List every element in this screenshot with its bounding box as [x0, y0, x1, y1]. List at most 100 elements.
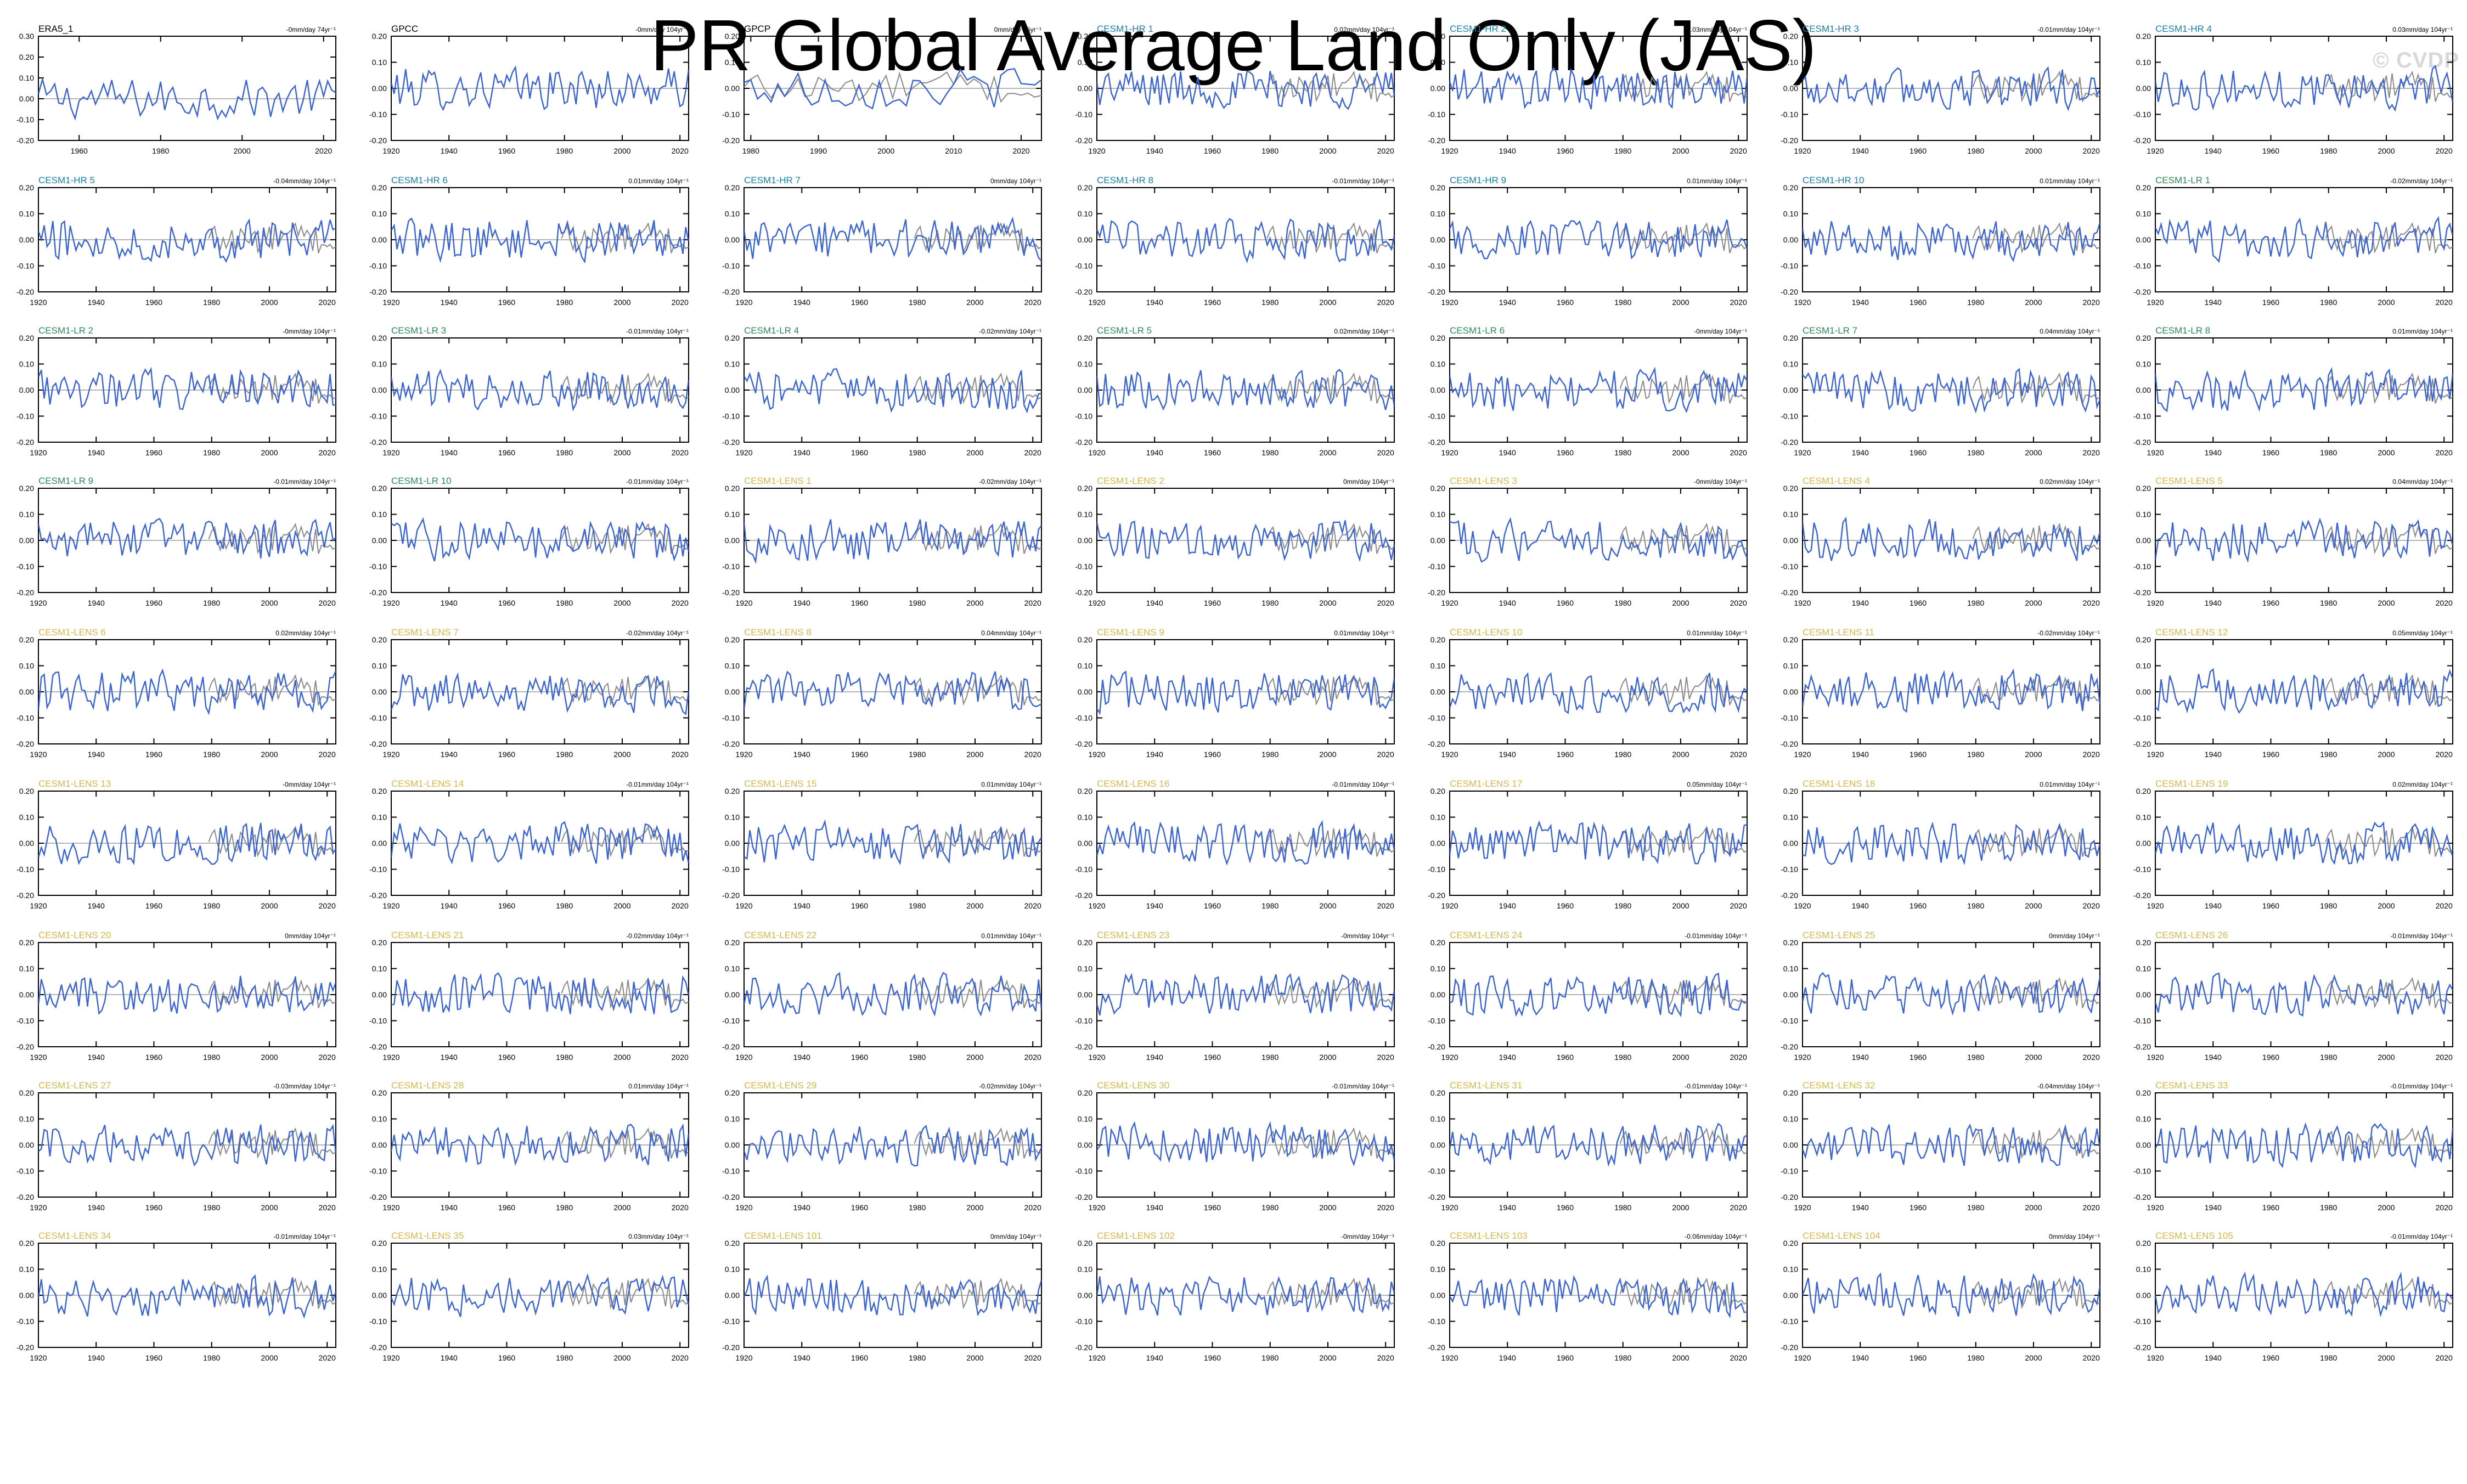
x-tick-label: 2020	[1024, 448, 1041, 457]
trend-label: 0mm/day 104yr⁻¹	[2049, 932, 2100, 940]
x-tick-label: 2000	[1319, 750, 1336, 759]
x-tick-label: 1960	[1204, 146, 1221, 155]
panel-label: CESM1-LENS 7	[391, 627, 459, 637]
y-tick-label: 0.20	[372, 938, 387, 947]
y-tick-label: 0.10	[1430, 210, 1445, 218]
x-tick-label: 2020	[672, 448, 689, 457]
panel-3: GPCP 0mm/day 45yr⁻¹ 0.20 0.10 0.00 -0.10 -0.20…	[722, 24, 1042, 155]
y-tick-label: 0.10	[2136, 1265, 2151, 1274]
model-series-line	[38, 1274, 336, 1319]
y-tick-label: 0.20	[2136, 635, 2151, 644]
y-tick-label: 0.00	[19, 536, 34, 545]
trend-label: 0.01mm/day 104yr⁻¹	[1334, 629, 1394, 637]
x-tick-label: 1940	[88, 298, 105, 307]
y-tick-label: 0.00	[1078, 990, 1092, 999]
x-tick-label: 1940	[2205, 146, 2222, 155]
y-tick-label: 0.10	[1430, 58, 1445, 67]
y-tick-label: -0.10	[16, 412, 34, 421]
x-tick-label: 1960	[1910, 1203, 1927, 1212]
trend-label: -0.01mm/day 104yr⁻¹	[273, 1233, 336, 1240]
model-series-line	[391, 972, 689, 1014]
x-tick-label: 1920	[30, 750, 47, 759]
x-tick-label: 2000	[2378, 298, 2395, 307]
y-tick-label: 0.00	[725, 839, 740, 848]
y-tick-label: -0.20	[16, 588, 34, 597]
obs-series-line	[914, 222, 1041, 254]
x-tick-label: 2020	[1730, 1053, 1747, 1062]
x-tick-label: 1920	[2147, 298, 2164, 307]
x-tick-label: 1940	[88, 901, 105, 910]
y-tick-label: 0.20	[1430, 938, 1445, 947]
model-series-line	[38, 218, 336, 263]
trend-label: -0.04mm/day 104yr⁻¹	[273, 177, 336, 185]
x-tick-label: 1920	[30, 1203, 47, 1212]
obs-series-line	[561, 372, 689, 404]
x-tick-label: 1920	[735, 1353, 752, 1362]
x-tick-label: 1920	[735, 599, 752, 607]
x-tick-label: 2000	[1319, 599, 1336, 607]
x-tick-label: 1920	[1088, 750, 1105, 759]
x-tick-label: 2000	[1319, 1203, 1336, 1212]
panel-25: CESM1-LENS 2 0mm/day 104yr⁻¹ 0.20 0.10 0.00 -…	[1075, 476, 1395, 607]
y-tick-label: 0.00	[2136, 235, 2151, 244]
y-tick-label: 0.20	[1078, 1239, 1092, 1248]
x-tick-label: 2020	[1377, 298, 1394, 307]
y-tick-label: -0.20	[16, 136, 34, 145]
x-tick-label: 1980	[1614, 298, 1631, 307]
y-tick-label: -0.10	[722, 110, 740, 119]
y-tick-label: -0.10	[16, 562, 34, 571]
x-tick-label: 2000	[1319, 901, 1336, 910]
panel-label: CESM1-LENS 27	[38, 1080, 111, 1091]
panel-40: CESM1-LENS 17 0.05mm/day 104yr⁻¹ 0.20 0.10 0…	[1428, 778, 1748, 910]
x-tick-label: 2000	[1672, 901, 1689, 910]
y-tick-label: 0.20	[372, 1088, 387, 1097]
x-tick-label: 1960	[145, 298, 162, 307]
y-tick-label: 0.00	[19, 235, 34, 244]
x-tick-label: 1940	[2205, 750, 2222, 759]
x-tick-label: 2000	[613, 1353, 630, 1362]
y-tick-label: 0.00	[1430, 536, 1445, 545]
y-tick-label: -0.20	[369, 588, 387, 597]
x-tick-label: 1960	[145, 448, 162, 457]
x-tick-label: 1940	[1146, 146, 1163, 155]
y-tick-label: 0.00	[1783, 990, 1798, 999]
y-tick-label: 0.20	[19, 183, 34, 192]
x-tick-label: 1920	[1441, 1053, 1458, 1062]
panel-label: CESM1-LENS 23	[1097, 930, 1169, 940]
panel-59: CESM1-LENS 101 0mm/day 104yr⁻¹ 0.20 0.10 0.0…	[722, 1231, 1042, 1362]
x-tick-label: 1980	[1614, 146, 1631, 155]
y-tick-label: -0.10	[722, 1317, 740, 1326]
panel-27: CESM1-LENS 4 0.02mm/day 104yr⁻¹ 0.20 0.10 0.…	[1781, 476, 2100, 607]
x-tick-label: 2000	[966, 901, 983, 910]
y-tick-label: -0.10	[1075, 412, 1092, 421]
y-tick-label: 0.20	[2136, 1088, 2151, 1097]
y-tick-label: -0.10	[722, 262, 740, 270]
y-tick-label: 0.10	[372, 210, 387, 218]
panel-1: ERA5_1 -0mm/day 74yr⁻¹ 0.30 0.20 0.10 0.00 -0.…	[16, 24, 336, 155]
x-tick-label: 2000	[261, 1053, 278, 1062]
x-tick-label: 2020	[672, 750, 689, 759]
x-tick-label: 1960	[498, 448, 515, 457]
y-tick-label: 0.10	[1430, 1115, 1445, 1124]
y-tick-label: 0.00	[372, 536, 387, 545]
x-tick-label: 2000	[261, 448, 278, 457]
panel-label: CESM1-HR 9	[1450, 175, 1506, 185]
x-tick-label: 1960	[1557, 146, 1574, 155]
y-tick-label: 0.10	[1078, 210, 1092, 218]
panel-label: CESM1-LR 6	[1450, 325, 1505, 336]
trend-label: 0.04mm/day 104yr⁻¹	[2040, 328, 2100, 335]
y-tick-label: 0.00	[1430, 839, 1445, 848]
y-tick-label: -0.20	[1428, 1042, 1445, 1051]
y-tick-label: 0.00	[19, 1141, 34, 1149]
y-tick-label: -0.10	[1428, 262, 1445, 270]
y-tick-label: 0.10	[372, 1265, 387, 1274]
x-tick-label: 2000	[1319, 1053, 1336, 1062]
x-tick-label: 2000	[1319, 1353, 1336, 1362]
x-tick-label: 1940	[2205, 298, 2222, 307]
y-tick-label: -0.10	[2133, 1317, 2151, 1326]
x-tick-label: 1940	[1852, 901, 1869, 910]
model-series-line	[38, 366, 336, 410]
y-tick-label: 0.10	[2136, 1115, 2151, 1124]
y-tick-label: 0.20	[19, 787, 34, 795]
obs-series-line	[2325, 70, 2453, 103]
